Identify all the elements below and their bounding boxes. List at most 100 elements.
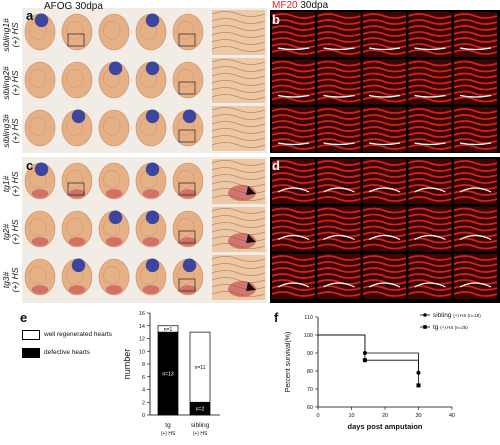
myocardium-fiber bbox=[271, 231, 316, 238]
zoom-box bbox=[178, 182, 196, 196]
legend-text-well: well regenerated hearts bbox=[44, 331, 112, 338]
muscle-fiber bbox=[211, 39, 266, 45]
data-label: n=1 bbox=[164, 327, 173, 333]
outflow-tract bbox=[145, 210, 160, 225]
trabeculae bbox=[103, 68, 121, 88]
myocardium-fiber bbox=[453, 78, 498, 85]
wound-boundary bbox=[414, 47, 446, 51]
myocardium-fiber bbox=[317, 166, 361, 172]
bar-well-tg bbox=[157, 325, 179, 333]
wound-boundary bbox=[414, 187, 446, 193]
myocardium-fiber bbox=[317, 126, 361, 132]
myocardium-fiber bbox=[271, 84, 316, 91]
muscle-fiber bbox=[211, 222, 266, 228]
mf20-stage: 30dpa bbox=[300, 0, 329, 11]
legend-text-defective: defective hearts bbox=[44, 349, 90, 356]
row-label-sibling2: sibling2# (+) HS bbox=[1, 66, 20, 100]
legend-label-tg: tg (+) HS (n=25) bbox=[433, 324, 468, 331]
myocardium-fiber bbox=[362, 261, 407, 267]
trabeculae bbox=[29, 116, 47, 136]
zoom-box bbox=[178, 81, 196, 95]
myocardium-fiber bbox=[408, 225, 452, 232]
myocardium-fiber bbox=[408, 184, 452, 190]
myocardium-fiber bbox=[453, 243, 498, 250]
myocardium-fiber bbox=[317, 172, 361, 178]
myocardium-fiber bbox=[453, 273, 498, 279]
fibrin-scar bbox=[179, 237, 197, 247]
myocardium-fiber bbox=[453, 267, 498, 273]
data-label: n=13 bbox=[162, 372, 173, 378]
trabeculae bbox=[66, 217, 84, 237]
myocardium-fiber bbox=[271, 108, 316, 114]
myocardium-fiber bbox=[317, 160, 361, 166]
x-tick-label: 40 bbox=[449, 413, 455, 419]
trabeculae bbox=[103, 265, 121, 285]
y-tick-label: 70 bbox=[307, 387, 313, 393]
muscle-fiber bbox=[211, 128, 266, 134]
zoom-box bbox=[178, 129, 196, 143]
fibrin-scar bbox=[31, 189, 49, 199]
marker-tg bbox=[416, 383, 421, 388]
trabeculae bbox=[140, 116, 158, 136]
heart-section bbox=[98, 13, 130, 51]
myocardium-fiber bbox=[408, 84, 452, 91]
myocardium-fiber bbox=[408, 144, 452, 150]
y-tick-label: 10 bbox=[139, 349, 145, 355]
y-tick-label: 8 bbox=[142, 362, 145, 368]
myocardium-fiber bbox=[453, 172, 498, 178]
myocardium-fiber bbox=[271, 120, 316, 126]
myocardium-fiber bbox=[362, 267, 407, 273]
trabeculae bbox=[140, 20, 158, 40]
panel-c-letter: c bbox=[26, 158, 34, 173]
myocardium-fiber bbox=[453, 66, 498, 73]
myocardium-fiber bbox=[362, 132, 407, 138]
x-tick-label: 10 bbox=[348, 413, 354, 419]
myocardium-fiber bbox=[317, 114, 361, 120]
myocardium-fiber bbox=[317, 219, 361, 226]
myocardium-fiber bbox=[271, 184, 316, 190]
wound-boundary bbox=[277, 47, 310, 51]
myocardium-fiber bbox=[453, 13, 498, 19]
myocardium-fiber bbox=[317, 96, 361, 103]
myocardium-fiber bbox=[453, 60, 498, 67]
myocardium-fiber bbox=[271, 31, 316, 37]
myocardium-fiber bbox=[362, 60, 407, 67]
myocardium-fiber bbox=[408, 160, 452, 166]
trabeculae bbox=[29, 217, 47, 237]
wound-boundary bbox=[459, 282, 492, 288]
myocardium-fiber bbox=[271, 96, 316, 103]
myocardium-fiber bbox=[317, 120, 361, 126]
myocardium-fiber bbox=[317, 78, 361, 85]
myocardium-fiber bbox=[317, 132, 361, 138]
wound-boundary bbox=[414, 142, 446, 146]
heart-section bbox=[61, 13, 93, 51]
myocardium-fiber bbox=[408, 243, 452, 250]
myocardium-fiber bbox=[317, 25, 361, 31]
myocardium-fiber bbox=[271, 279, 316, 285]
myocardium-fiber bbox=[362, 207, 407, 214]
wound-boundary bbox=[459, 94, 492, 98]
wound-boundary bbox=[368, 94, 401, 98]
wound-boundary bbox=[323, 94, 355, 98]
heart-section bbox=[61, 61, 93, 99]
x-tick-sublabel: (+) HS bbox=[161, 431, 176, 437]
myocardium-fiber bbox=[317, 267, 361, 273]
myocardium-fiber bbox=[317, 108, 361, 114]
zoom-box bbox=[178, 33, 196, 47]
myocardium-fiber bbox=[317, 207, 361, 214]
myocardium-fiber bbox=[408, 120, 452, 126]
outflow-tract bbox=[34, 162, 49, 177]
muscle-fiber bbox=[211, 174, 266, 180]
fibrin-scar bbox=[179, 189, 197, 199]
myocardium-fiber bbox=[317, 72, 361, 79]
myocardium-fiber bbox=[362, 25, 407, 31]
panel-b-title: MF20 30dpa bbox=[272, 0, 328, 11]
y-tick-label: 2 bbox=[142, 400, 145, 406]
muscle-fiber bbox=[211, 66, 266, 72]
muscle-fiber bbox=[211, 160, 266, 166]
fibrin-scar bbox=[142, 189, 160, 199]
myocardium-fiber bbox=[362, 243, 407, 250]
wound-boundary bbox=[414, 282, 446, 288]
wound-boundary bbox=[323, 187, 355, 193]
y-tick-label: 100 bbox=[304, 333, 313, 339]
